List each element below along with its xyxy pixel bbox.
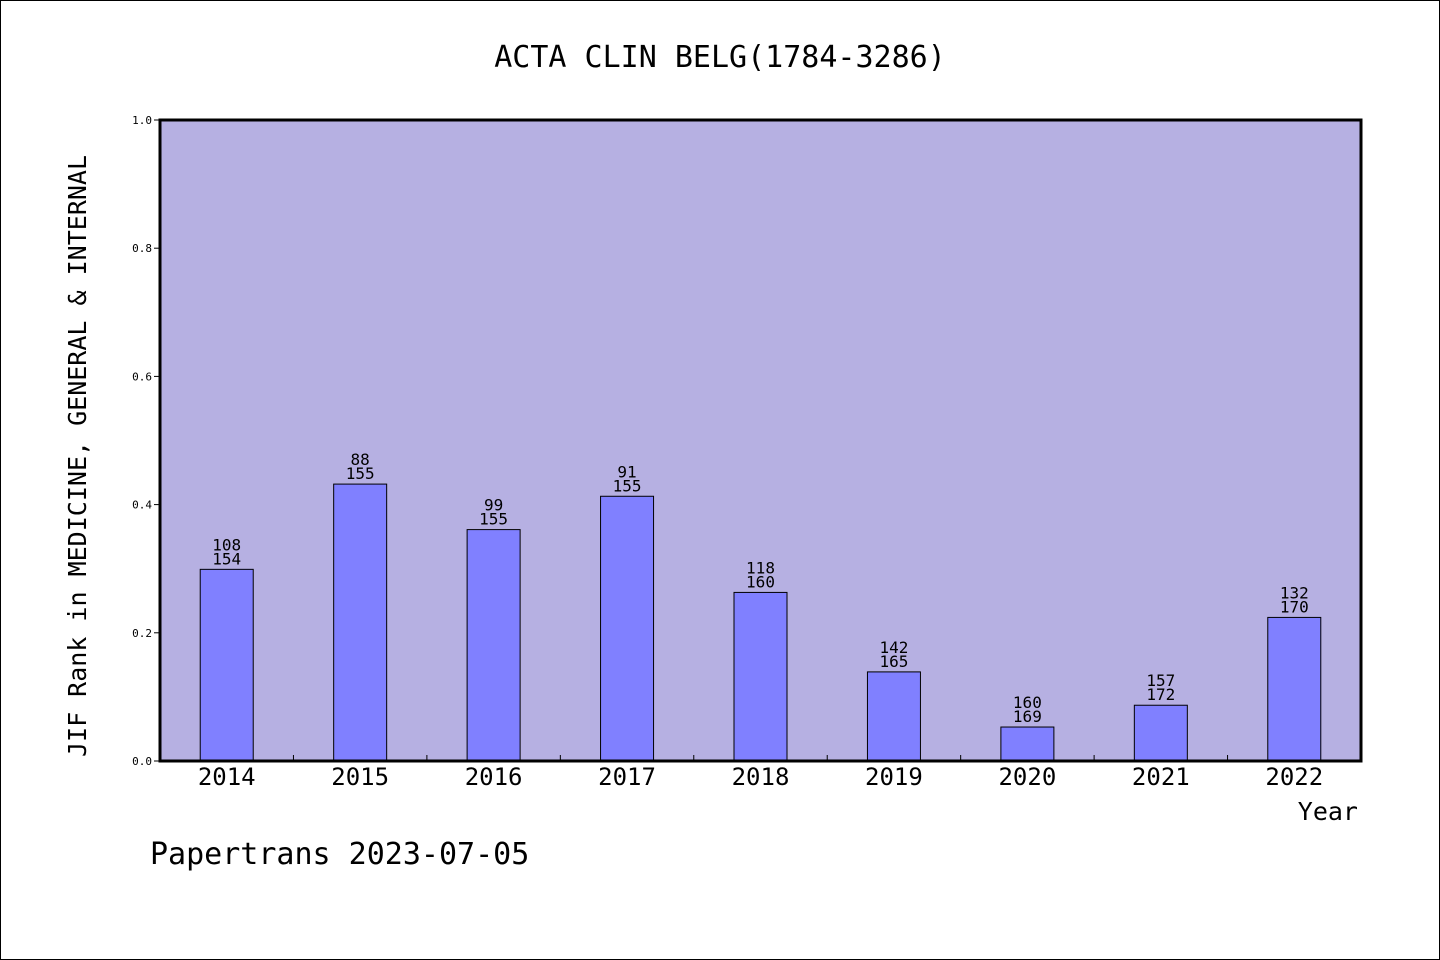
bar-rank-label: 91 bbox=[617, 462, 636, 481]
bar-rank-label: 142 bbox=[879, 638, 908, 657]
bar-2019 bbox=[866, 671, 921, 762]
x-axis-label: Year bbox=[1298, 797, 1358, 826]
footer-text: Papertrans 2023-07-05 bbox=[150, 837, 529, 872]
y-axis-label: JIF Rank in MEDICINE, GENERAL & INTERNAL bbox=[63, 155, 92, 757]
x-tick-label: 2019 bbox=[865, 763, 923, 791]
x-tick-label: 2016 bbox=[465, 763, 523, 791]
bar-total-label: 170 bbox=[1280, 597, 1309, 616]
bar-total-label: 169 bbox=[1013, 707, 1042, 726]
chart-title: ACTA CLIN BELG(1784-3286) bbox=[494, 40, 946, 75]
y-tick-label: 1.0 bbox=[132, 114, 152, 127]
bar-rank-label: 118 bbox=[746, 558, 775, 577]
y-tick-label: 0.4 bbox=[132, 499, 152, 512]
bar-total-label: 172 bbox=[1146, 685, 1175, 704]
x-tick-label: 2014 bbox=[198, 763, 256, 791]
bar-2015 bbox=[333, 483, 388, 762]
bar-2018 bbox=[733, 591, 788, 762]
bar-total-label: 155 bbox=[479, 510, 508, 529]
plot-border bbox=[158, 118, 1363, 763]
bar-rank-label: 157 bbox=[1146, 671, 1175, 690]
bar-2021 bbox=[1133, 704, 1188, 762]
x-tick-label: 2022 bbox=[1265, 763, 1323, 791]
bar-total-label: 160 bbox=[746, 572, 775, 591]
x-tick-label: 2021 bbox=[1132, 763, 1190, 791]
x-tick-label: 2020 bbox=[998, 763, 1056, 791]
bar-2016 bbox=[466, 529, 521, 762]
bar-total-label: 154 bbox=[212, 549, 241, 568]
bar-rank-label: 88 bbox=[351, 450, 370, 469]
bar-rank-label: 160 bbox=[1013, 693, 1042, 712]
y-tick-label: 0.8 bbox=[132, 242, 152, 255]
bar-2020 bbox=[1000, 726, 1055, 762]
y-tick-label: 0.2 bbox=[132, 627, 152, 640]
bar-total-label: 165 bbox=[879, 652, 908, 671]
x-tick-label: 2017 bbox=[598, 763, 656, 791]
bar-rank-label: 99 bbox=[484, 496, 503, 515]
y-tick-label: 0.0 bbox=[132, 755, 152, 768]
bar-total-label: 155 bbox=[613, 476, 642, 495]
y-tick-label: 0.6 bbox=[132, 370, 152, 383]
x-tick-label: 2018 bbox=[732, 763, 790, 791]
bar-total-label: 155 bbox=[346, 464, 375, 483]
bar-rank-label: 108 bbox=[212, 535, 241, 554]
bar-2022 bbox=[1267, 616, 1322, 762]
bar-2017 bbox=[600, 495, 655, 762]
bar-2014 bbox=[199, 568, 254, 762]
x-tick-label: 2015 bbox=[331, 763, 389, 791]
bar-rank-label: 132 bbox=[1280, 583, 1309, 602]
